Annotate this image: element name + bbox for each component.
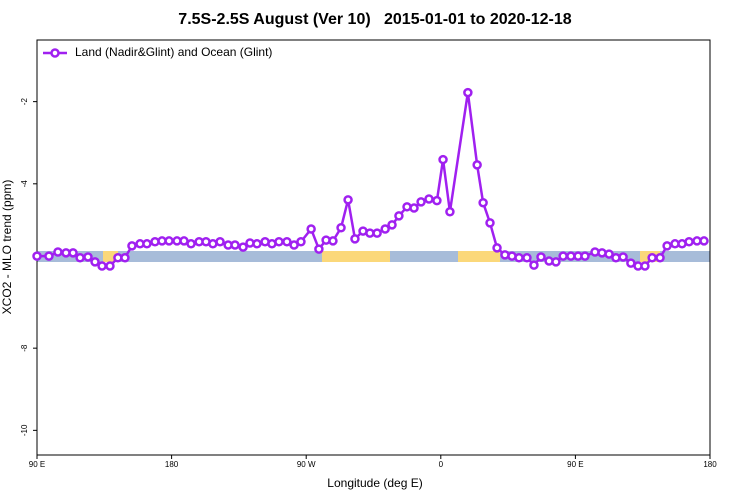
data-point [32,251,42,261]
data-point [75,253,85,263]
x-tick-label: 90 E [567,460,583,469]
data-point [445,207,455,217]
data-point [684,236,694,247]
y-tick-label: -10 [20,424,29,436]
data-point [416,197,426,207]
data-point [186,239,196,249]
data-point [44,251,54,261]
data-point [230,240,240,250]
y-axis-label: XCO2 - MLO trend (ppm) [0,180,14,315]
data-point [618,252,628,262]
data-point [350,234,360,244]
data-point [105,261,115,271]
y-tick-label: -8 [20,344,29,352]
data-point [380,224,390,234]
plot-frame [36,39,711,456]
data-point [472,160,482,170]
data-point [699,236,709,246]
data-point [328,236,338,246]
x-axis-label: Longitude (deg E) [327,476,422,490]
legend-marker [50,48,60,58]
data-point [343,195,353,205]
x-tick-label: 180 [703,460,717,469]
x-tick-label: 90 W [297,460,316,469]
data-point [306,224,316,234]
data-point [282,236,292,247]
data-point [127,241,137,251]
data-point [485,218,495,228]
data-point [529,260,539,270]
data-point [83,252,93,262]
land-band [458,251,500,262]
data-point [432,195,442,206]
data-point [142,239,152,249]
data-point [68,248,78,258]
data-point [514,253,524,263]
data-point [314,244,324,254]
data-point [611,253,621,263]
data-point [53,247,63,257]
data-point [647,253,657,263]
data-point [438,154,448,165]
data-point [252,239,262,249]
data-point [164,236,174,246]
data-point [409,203,419,213]
data-point [387,220,397,230]
data-point [215,236,225,247]
data-point [394,211,404,221]
data-point [478,197,488,208]
data-point [424,194,434,204]
series-line [37,92,705,268]
data-point [463,87,473,98]
data-point [580,251,590,261]
data-point [372,228,382,238]
legend-label: Land (Nadir&Glint) and Ocean (Glint) [75,45,272,59]
data-point [551,257,561,267]
data-point [296,236,306,247]
data-point [662,241,672,251]
y-tick-label: -4 [20,180,29,188]
data-point [558,251,568,261]
data-point [97,261,107,271]
data-point [522,253,532,263]
data-point [336,223,346,233]
x-tick-label: 180 [165,460,179,469]
y-tick-label: -2 [20,98,29,106]
land-band [322,251,390,262]
data-point [536,252,546,262]
data-point [274,236,284,247]
data-point [640,261,650,271]
x-tick-label: 0 [439,460,444,469]
chart-title: 7.5S-2.5S August (Ver 10) 2015-01-01 to … [178,11,571,28]
data-point [120,253,130,263]
data-point [604,249,614,259]
land-band [103,251,118,262]
x-tick-label: 90 E [29,460,45,469]
data-point [492,243,502,253]
data-point [655,253,665,263]
data-point [90,257,100,267]
data-point [238,242,248,252]
